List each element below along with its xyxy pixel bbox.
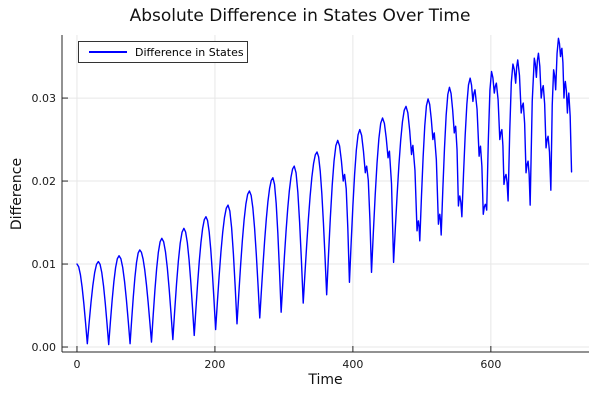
- x-tick-label: 200: [204, 358, 225, 371]
- x-axis-title: Time: [308, 372, 343, 388]
- x-tick-label: 600: [480, 358, 501, 371]
- x-tick-label: 400: [342, 358, 363, 371]
- chart-title: Absolute Difference in States Over Time: [129, 6, 471, 26]
- legend-box: Difference in States: [78, 41, 248, 63]
- legend-line-swatch-icon: [89, 51, 127, 53]
- y-tick-label: 0.02: [32, 175, 57, 188]
- series-line: [76, 37, 573, 346]
- y-tick-label: 0.03: [32, 92, 57, 105]
- y-tick-label: 0.01: [32, 258, 57, 271]
- x-tick-label: 0: [73, 358, 80, 371]
- y-tick-label: 0.00: [32, 341, 57, 354]
- legend-entry-label: Difference in States: [135, 45, 244, 59]
- y-axis-title: Difference: [9, 157, 25, 231]
